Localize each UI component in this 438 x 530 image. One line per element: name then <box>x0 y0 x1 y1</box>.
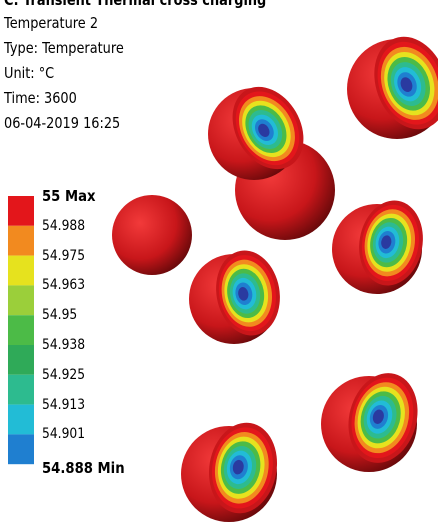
legend-label: 54.938 <box>42 337 86 353</box>
section-face <box>216 250 280 336</box>
contour <box>381 235 392 249</box>
legend-swatch <box>8 315 34 345</box>
info-line: 06-04-2019 16:25 <box>4 114 121 132</box>
contour <box>258 123 270 137</box>
legend-label: 54.963 <box>42 277 86 294</box>
legend-swatch <box>8 285 34 316</box>
sphere <box>112 195 192 275</box>
contour <box>229 455 248 480</box>
contour <box>372 409 384 424</box>
legend-swatch <box>8 196 34 226</box>
section-face <box>374 36 438 130</box>
legend-swatch <box>8 255 34 286</box>
legend-label: 54.901 <box>42 426 86 443</box>
legend-swatch <box>8 434 34 465</box>
contour <box>400 77 413 93</box>
info-line: Type: Temperature <box>4 39 124 57</box>
legend-swatch <box>8 225 34 256</box>
legend-swatch <box>8 374 34 405</box>
info-line: Time: 3600 <box>4 89 77 107</box>
contour <box>235 282 253 305</box>
legend-label: 54.975 <box>42 247 86 264</box>
legend-label: 54.913 <box>42 396 86 413</box>
section-face <box>359 200 423 286</box>
section-face <box>208 422 278 514</box>
section-face <box>348 373 418 463</box>
title: C: Transient Thermal cross charging <box>4 0 267 9</box>
section-face <box>232 86 304 170</box>
legend-swatch <box>8 404 34 435</box>
contour <box>232 459 244 475</box>
legend-label: 54.988 <box>42 217 86 234</box>
legend-swatch <box>8 345 34 375</box>
info-line: Unit: °C <box>4 64 55 82</box>
contour <box>238 287 249 301</box>
contour <box>378 231 396 254</box>
legend-label: 54.925 <box>42 366 86 383</box>
info-line: Temperature 2 <box>4 14 99 32</box>
legend-label: 54.95 <box>42 307 78 324</box>
legend-label: 55 Max <box>42 187 96 205</box>
legend-label: 54.888 Min <box>42 459 125 478</box>
